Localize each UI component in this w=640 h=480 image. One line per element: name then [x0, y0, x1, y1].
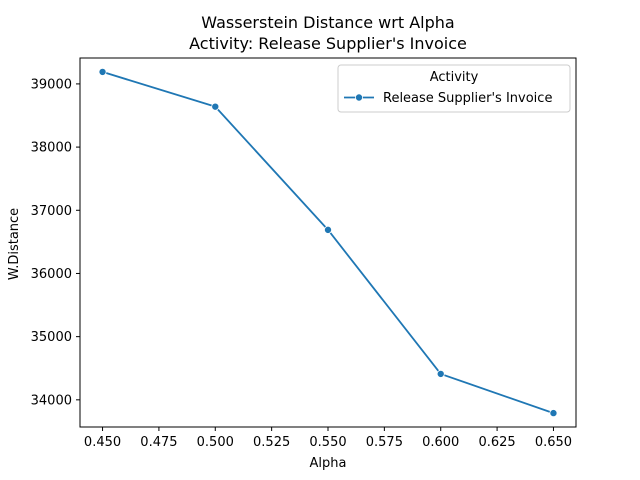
y-tick-label: 35000 [31, 330, 72, 345]
axis-ticks: 0.450 0.475 0.500 0.525 0.550 0.575 0.600 0.625… [31, 77, 572, 450]
data-point [323, 225, 332, 234]
x-tick-label: 0.475 [140, 435, 177, 450]
data-point [98, 67, 107, 76]
chart-subtitle: Activity: Release Supplier's Invoice [189, 34, 467, 53]
data-point [211, 102, 220, 111]
legend-series-label: Release Supplier's Invoice [383, 91, 552, 106]
legend: Activity Release Supplier's Invoice [337, 64, 571, 113]
x-tick-label: 0.525 [253, 435, 290, 450]
legend-title: Activity [430, 70, 479, 85]
x-tick-label: 0.450 [84, 435, 121, 450]
x-tick-label: 0.625 [478, 435, 515, 450]
x-axis-label: Alpha [310, 456, 347, 471]
plot-area [79, 57, 577, 428]
series-line [101, 71, 555, 415]
y-tick-label: 36000 [31, 267, 72, 282]
data-point [549, 409, 558, 418]
x-tick-label: 0.575 [366, 435, 403, 450]
chart-title: Wasserstein Distance wrt Alpha [201, 13, 454, 32]
x-tick-label: 0.550 [309, 435, 346, 450]
axes-frame [79, 57, 577, 428]
y-tick-label: 38000 [31, 141, 72, 156]
legend-series-marker [354, 93, 363, 102]
y-tick-label: 34000 [31, 393, 72, 408]
x-tick-label: 0.500 [197, 435, 234, 450]
y-tick-label: 37000 [31, 204, 72, 219]
legend-frame [337, 64, 571, 113]
x-tick-label: 0.650 [535, 435, 572, 450]
data-point [436, 369, 445, 378]
y-tick-label: 39000 [31, 77, 72, 92]
x-tick-label: 0.600 [422, 435, 459, 450]
y-axis-label: W.Distance [7, 208, 22, 280]
